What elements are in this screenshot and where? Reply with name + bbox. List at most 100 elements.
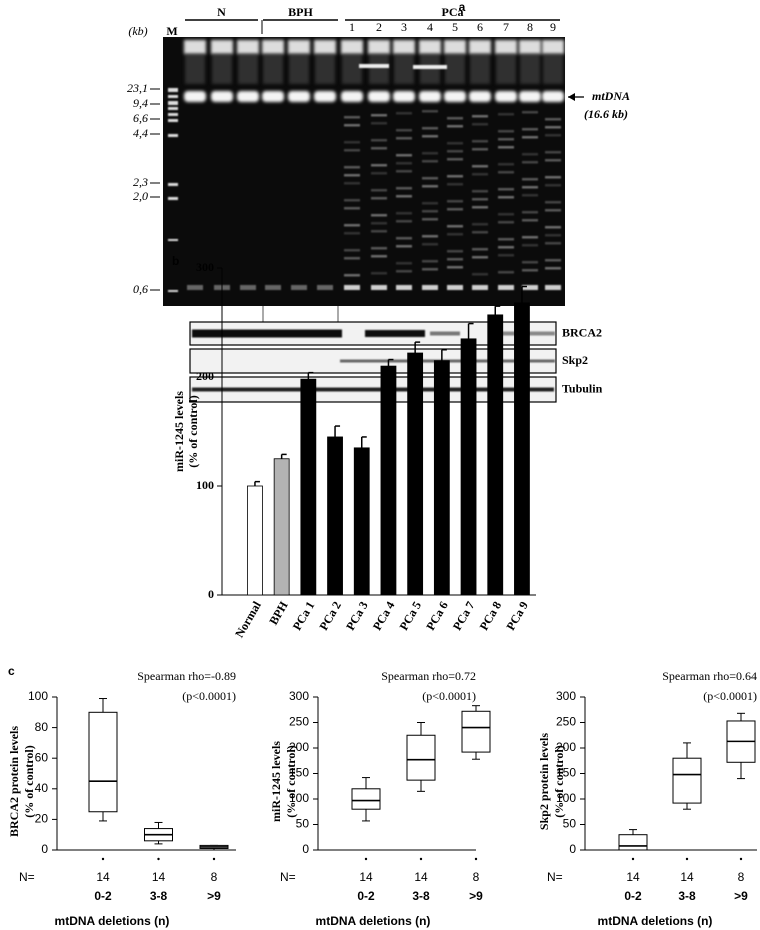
smear	[422, 218, 438, 221]
lane-glow	[238, 54, 258, 84]
smear	[447, 233, 463, 236]
mtdna-band	[469, 91, 491, 102]
lane-label: 1	[349, 20, 355, 34]
smear	[472, 198, 488, 201]
smear	[396, 129, 412, 132]
x-tick-label: >9	[207, 889, 221, 903]
y-tick-label: 100	[28, 689, 48, 703]
tick-dot	[739, 857, 743, 861]
smear	[498, 188, 514, 191]
lane-glow	[394, 54, 414, 84]
blot-label: BRCA2	[562, 325, 602, 339]
smear	[344, 249, 360, 252]
smear	[422, 210, 438, 213]
tick-dot	[364, 857, 368, 861]
y-tick-label: 150	[289, 766, 309, 780]
y-tick-label: 0	[569, 842, 576, 856]
smear	[522, 128, 538, 131]
bar	[460, 338, 477, 596]
x-axis-label: mtDNA deletions (n)	[316, 914, 431, 928]
low-band	[291, 285, 307, 290]
marker-band	[168, 197, 178, 200]
well	[237, 40, 259, 54]
blot-label: Tubulin	[562, 381, 603, 395]
x-axis-label: mtDNA deletions (n)	[598, 914, 713, 928]
bar	[487, 314, 504, 596]
x-tick-label: BPH	[266, 598, 291, 627]
smear	[396, 170, 412, 173]
unit-label: (kb)	[128, 24, 147, 38]
smear	[396, 187, 412, 190]
smear	[396, 245, 412, 248]
y-axis-label: (% of control)	[552, 745, 566, 817]
smear	[344, 232, 360, 235]
size-label: 6,6	[133, 111, 148, 125]
well	[184, 40, 206, 54]
smear	[522, 178, 538, 181]
x-tick-label: >9	[469, 889, 483, 903]
smear	[498, 163, 514, 166]
smear	[522, 269, 538, 272]
y-axis-label: (% of control)	[22, 745, 36, 817]
smear	[472, 173, 488, 176]
smear	[371, 272, 387, 275]
smear	[545, 151, 561, 154]
low-band	[545, 285, 561, 290]
well	[542, 40, 564, 54]
smear	[498, 246, 514, 249]
bar	[247, 485, 263, 596]
smear	[344, 182, 360, 185]
y-axis-label: Skp2 protein levels	[537, 733, 551, 830]
smear	[472, 123, 488, 126]
smear	[498, 271, 514, 274]
smear	[422, 243, 438, 246]
annotation: (p<0.0001)	[182, 689, 236, 703]
smear	[344, 257, 360, 260]
smear	[522, 236, 538, 239]
lane-label: 4	[427, 20, 433, 34]
y-tick-label: 0	[41, 842, 48, 856]
smear	[472, 273, 488, 276]
smear	[447, 266, 463, 269]
y-axis-label: miR-1245 levels	[269, 741, 283, 822]
smear	[472, 206, 488, 209]
mtdna-band	[262, 91, 284, 102]
bar	[273, 458, 290, 596]
smear	[396, 262, 412, 265]
smear	[522, 186, 538, 189]
x-tick-label: Normal	[232, 598, 264, 640]
size-label: 9,4	[133, 96, 148, 110]
smear	[344, 149, 360, 152]
smear	[344, 174, 360, 177]
lane-glow	[543, 54, 563, 84]
smear	[545, 118, 561, 121]
smear	[498, 196, 514, 199]
smear	[447, 183, 463, 186]
smear	[522, 136, 538, 139]
marker-band	[168, 95, 178, 98]
smear	[447, 175, 463, 178]
mtdna-band	[368, 91, 390, 102]
size-label: 23,1	[127, 81, 148, 95]
smear	[472, 165, 488, 168]
smear	[396, 270, 412, 273]
smear	[396, 220, 412, 223]
x-tick-label: 0-2	[94, 889, 112, 903]
box	[461, 710, 491, 753]
marker-band	[168, 88, 178, 92]
mtdna-band	[495, 91, 517, 102]
lane-glow	[185, 54, 205, 84]
low-band	[344, 285, 360, 290]
smear	[344, 141, 360, 144]
lane-label: 5	[452, 20, 458, 34]
low-band	[317, 285, 333, 290]
smear	[422, 268, 438, 271]
x-tick-label: 3-8	[412, 889, 430, 903]
lane-label: 6	[477, 20, 483, 34]
blot-band	[430, 331, 460, 336]
x-axis-label: mtDNA deletions (n)	[55, 914, 170, 928]
smear	[522, 244, 538, 247]
lane-glow	[520, 54, 540, 84]
smear	[545, 259, 561, 262]
size-label: 2,3	[133, 175, 148, 189]
